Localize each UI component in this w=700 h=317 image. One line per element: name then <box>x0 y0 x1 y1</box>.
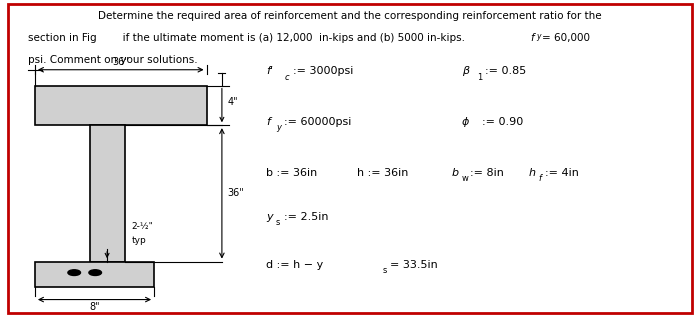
Text: s: s <box>276 218 280 227</box>
Bar <box>35 262 154 287</box>
Text: f: f <box>531 33 534 43</box>
Text: := 0.85: := 0.85 <box>485 66 526 76</box>
Text: w: w <box>461 174 468 183</box>
Text: = 60,000: = 60,000 <box>542 33 590 43</box>
Text: 8": 8" <box>89 302 100 312</box>
Text: b: b <box>452 168 458 178</box>
Text: typ: typ <box>132 236 146 245</box>
Text: 4": 4" <box>228 97 238 107</box>
Text: := 3000psi: := 3000psi <box>293 66 353 76</box>
Text: section in Fig        if the ultimate moment is (a) 12,000  in-kips and (b) 5000: section in Fig if the ultimate moment is… <box>28 33 468 43</box>
Text: 36": 36" <box>113 57 129 67</box>
Text: ϕ: ϕ <box>462 117 470 127</box>
Text: b := 36in: b := 36in <box>266 168 317 178</box>
Text: := 2.5in: := 2.5in <box>284 212 328 222</box>
Bar <box>35 86 206 125</box>
Text: = 33.5​in: = 33.5​in <box>390 260 438 270</box>
Text: 2-½": 2-½" <box>132 222 153 231</box>
Text: psi. Comment on your solutions.: psi. Comment on your solutions. <box>28 55 197 66</box>
Text: f: f <box>266 117 270 127</box>
Text: y: y <box>536 32 540 41</box>
Text: 36": 36" <box>228 188 244 198</box>
Text: h := 36in: h := 36in <box>357 168 408 178</box>
Text: d := h − y: d := h − y <box>266 260 323 270</box>
Text: h: h <box>528 168 536 178</box>
Text: := 4in: := 4in <box>545 168 579 178</box>
Circle shape <box>89 270 102 275</box>
Text: f': f' <box>266 66 273 76</box>
Text: := 8in: := 8in <box>470 168 503 178</box>
Text: f: f <box>538 174 541 183</box>
Circle shape <box>68 270 80 275</box>
Text: 1: 1 <box>477 73 483 81</box>
Text: β: β <box>462 66 469 76</box>
Text: := 60000psi: := 60000psi <box>284 117 351 127</box>
Text: y: y <box>266 212 272 222</box>
Bar <box>90 125 125 262</box>
Text: c: c <box>285 73 290 81</box>
Text: y: y <box>276 123 281 132</box>
Text: s: s <box>382 266 386 275</box>
Text: Determine the required area of reinforcement and the corresponding reinforcement: Determine the required area of reinforce… <box>98 11 602 21</box>
Text: := 0.90: := 0.90 <box>482 117 523 127</box>
